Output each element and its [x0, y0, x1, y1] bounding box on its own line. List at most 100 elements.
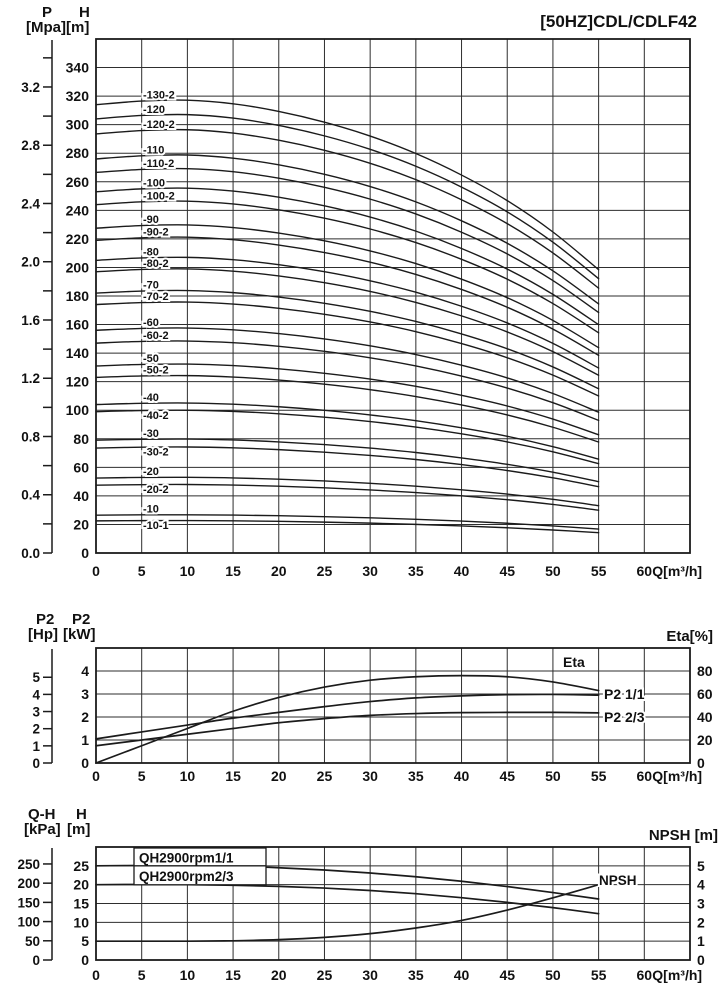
- y-tick-label: 120: [66, 374, 90, 390]
- right-tick-label: 0: [697, 755, 705, 771]
- curve--10-1: [95, 519, 600, 534]
- head-capacity-grid: 0 5 10 15 20 25 30 35 40 45 50 55 60 Q[m³/h]020406080…: [66, 38, 702, 579]
- curve-NPSH: [95, 883, 600, 943]
- x-tick-label: 35: [408, 768, 424, 784]
- x-tick-label: 5: [138, 967, 146, 983]
- axis-tick-label: 5: [32, 670, 40, 685]
- x-tick-label: 10: [180, 967, 196, 983]
- x-tick-label: 60: [637, 768, 653, 784]
- y-tick-label: 2: [81, 709, 89, 725]
- x-tick-label: 35: [408, 563, 424, 579]
- y-tick-label: 3: [81, 686, 89, 702]
- qh-kpa-axis: 0 50 100 150 200 250: [17, 848, 53, 968]
- curve--70: [95, 289, 600, 390]
- curve--40: [95, 402, 600, 460]
- y-tick-label: 10: [73, 914, 89, 930]
- x-tick-label: 60: [637, 967, 653, 983]
- y-tick-label: 100: [66, 402, 90, 418]
- curve--30-2: [95, 446, 600, 488]
- curve-label--20-2: -20-2: [143, 484, 169, 496]
- y-tick-label: 240: [66, 202, 90, 218]
- x-tick-label: 50: [545, 768, 561, 784]
- x-tick-label: 60: [637, 563, 653, 579]
- axis-tick-label: 3: [32, 705, 40, 720]
- curve-P2 2/3: [95, 711, 600, 747]
- axis-tick-label: 2.8: [21, 138, 40, 153]
- x-tick-label: 5: [138, 563, 146, 579]
- curve-label--120: -120: [143, 104, 165, 116]
- y-tick-label: 1: [81, 732, 89, 748]
- curve--110: [95, 154, 600, 305]
- y-tick-label: 320: [66, 88, 90, 104]
- x-tick-label: 40: [454, 967, 470, 983]
- y-tick-label: 180: [66, 288, 90, 304]
- y-tick-label: 40: [73, 488, 89, 504]
- npsh-axis-label: NPSH [m]: [648, 827, 718, 844]
- right-tick-label: 2: [697, 914, 705, 930]
- x-tick-label: 45: [499, 563, 515, 579]
- axis-tick-label: 1: [32, 739, 40, 754]
- x-tick-label: 0: [92, 967, 100, 983]
- head-h-axis-label: H: [79, 4, 90, 21]
- qh-h-axis-label: H: [76, 806, 87, 823]
- curve-label--60-2: -60-2: [143, 330, 169, 342]
- axis-tick-label: 2: [32, 722, 40, 737]
- curve--30: [95, 438, 600, 483]
- curve-label--50: -50: [143, 353, 159, 365]
- y-tick-label: 340: [66, 60, 90, 76]
- y-tick-label: 4: [81, 663, 89, 679]
- qh-kpa-axis-unit: [kPa]: [24, 821, 61, 838]
- plot-border: [95, 846, 691, 961]
- curve-label--100-2: -100-2: [143, 190, 175, 202]
- curve-label--50-2: -50-2: [143, 364, 169, 376]
- curve-label-Eta: Eta: [563, 654, 585, 670]
- curve-label--30-2: -30-2: [143, 447, 169, 459]
- chart-head-capacity: 0 5 10 15 20 25 30 35 40 45 50 55 60 Q[m³/h]020406080…: [21, 38, 702, 579]
- sheet-title: [50HZ]CDL/CDLF42: [540, 12, 697, 31]
- x-tick-label: 20: [271, 768, 287, 784]
- axis-tick-label: 250: [17, 857, 40, 872]
- curve--110-2: [95, 167, 600, 314]
- curve--90: [95, 224, 600, 349]
- eta-axis-label: Eta[%]: [666, 628, 713, 645]
- curve-label-QH2900rpm2-3: QH2900rpm2/3: [139, 869, 234, 884]
- y-tick-label: 80: [73, 431, 89, 447]
- curve--60: [95, 327, 600, 413]
- y-tick-label: 260: [66, 174, 90, 190]
- x-tick-label: 15: [225, 768, 241, 784]
- y-tick-label: 160: [66, 317, 90, 333]
- plot-border: [95, 38, 691, 554]
- axis-tick-label: 0: [32, 756, 40, 771]
- curve-label--10: -10: [143, 503, 159, 515]
- qh-h-axis-unit: [m]: [67, 821, 91, 838]
- x-tick-label: 20: [271, 967, 287, 983]
- axis-tick-label: 1.6: [21, 313, 40, 328]
- x-tick-label: 25: [317, 563, 333, 579]
- power-hp-axis-unit: [Hp]: [28, 626, 58, 643]
- qh-npsh-grid: 0 5 10 15 20 25 30 35 40 45 50 55 60 Q[m³/h]051015202…: [73, 846, 702, 983]
- right-tick-label: 40: [697, 709, 713, 725]
- x-tick-label: 30: [362, 563, 378, 579]
- axis-tick-label: 100: [17, 915, 40, 930]
- curve--120-2: [95, 128, 600, 289]
- x-tick-label: 50: [545, 967, 561, 983]
- curve-label--110: -110: [143, 144, 164, 156]
- curve-label--40: -40: [143, 392, 159, 404]
- head-p-axis-label: P: [42, 4, 53, 21]
- axis-tick-label: 4: [32, 687, 40, 702]
- axis-tick-label: 0.8: [21, 429, 40, 444]
- curve-label-NPSH: NPSH: [599, 873, 637, 888]
- right-tick-label: 4: [697, 877, 705, 893]
- head-h-axis-unit: [m]: [66, 19, 90, 36]
- x-tick-label: 45: [499, 967, 515, 983]
- power-kw-axis-label: P2: [72, 611, 91, 628]
- curve--40-2: [95, 409, 600, 465]
- curve--90-2: [95, 236, 600, 357]
- x-tick-label: 15: [225, 967, 241, 983]
- x-tick-label: 55: [591, 563, 607, 579]
- y-tick-label: 5: [81, 933, 89, 949]
- x-tick-label: 25: [317, 768, 333, 784]
- curve-label--80-2: -80-2: [143, 258, 169, 270]
